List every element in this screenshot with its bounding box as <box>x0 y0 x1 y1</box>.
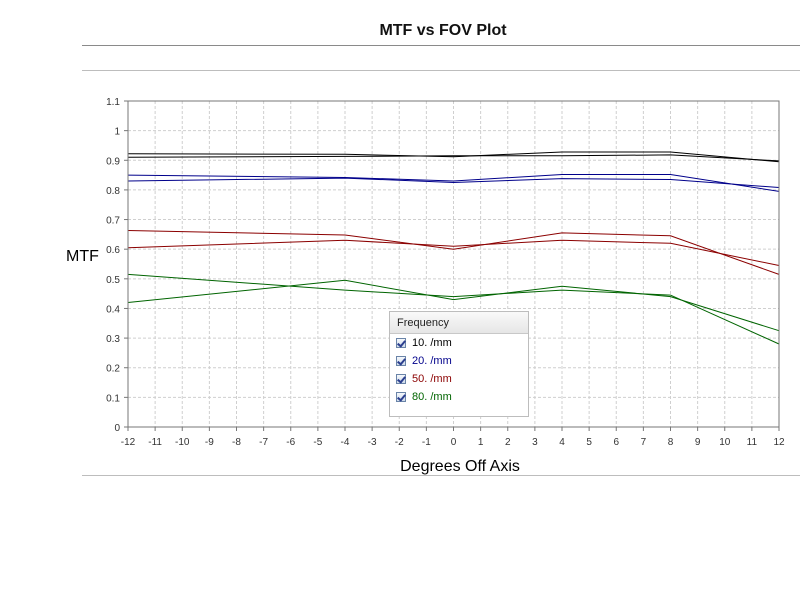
x-axis-label: Degrees Off Axis <box>400 458 520 475</box>
checkbox-50[interactable] <box>396 374 406 384</box>
legend-label-10: 10. /mm <box>412 337 452 349</box>
legend-item-10[interactable]: 10. /mm <box>390 334 528 352</box>
x-tick-label: 9 <box>695 437 701 448</box>
x-tick-label: 1 <box>478 437 484 448</box>
y-tick-label: 0.8 <box>106 186 120 197</box>
y-tick-label: 0.2 <box>106 364 120 375</box>
x-tick-label: -5 <box>313 437 322 448</box>
x-tick-label: -1 <box>422 437 431 448</box>
x-tick-label: -7 <box>259 437 268 448</box>
title-divider <box>82 45 800 46</box>
x-tick-label: 4 <box>559 437 565 448</box>
x-tick-label: -9 <box>205 437 214 448</box>
y-tick-label: 0 <box>114 423 120 434</box>
legend-label-80: 80. /mm <box>412 391 452 403</box>
y-tick-label: 1.1 <box>106 97 120 108</box>
legend-item-50[interactable]: 50. /mm <box>390 370 528 388</box>
series-line-80-mm <box>127 279 780 332</box>
bottom-divider <box>82 475 800 476</box>
y-tick-label: 0.9 <box>106 156 120 167</box>
series-line-20-mm <box>127 177 780 188</box>
x-tick-label: 10 <box>719 437 731 448</box>
x-tick-label: 5 <box>586 437 592 448</box>
plot-border <box>127 100 780 428</box>
series-line-50-mm <box>127 239 780 266</box>
y-tick-label: 0.6 <box>106 245 120 256</box>
x-tick-labels: -12 -11 -10 -9 -8 -7 -6 -5 -4 -3 -2 -1 0 1 2 3 4 5 6 7 8 9 10 1… <box>121 437 785 448</box>
series-line-10-mm <box>127 154 780 162</box>
y-tick-label: 0.5 <box>106 275 120 286</box>
legend-item-80[interactable]: 80. /mm <box>390 388 528 406</box>
y-tick-label: 0.4 <box>106 304 120 315</box>
legend-label-50: 50. /mm <box>412 373 452 385</box>
legend: Frequency 10. /mm 20. /mm 50. /mm 80. /m… <box>389 311 529 417</box>
chart-title: MTF vs FOV Plot <box>379 22 507 39</box>
series-line-20-mm <box>127 174 780 192</box>
checkbox-80[interactable] <box>396 392 406 402</box>
x-tick-label: 0 <box>451 437 457 448</box>
checkbox-20[interactable] <box>396 356 406 366</box>
x-tick-label: 2 <box>505 437 511 448</box>
y-tick-label: 0.3 <box>106 334 120 345</box>
legend-item-20[interactable]: 20. /mm <box>390 352 528 370</box>
x-tick-label: -8 <box>232 437 241 448</box>
legend-title: Frequency <box>390 312 528 334</box>
x-tick-label: -12 <box>121 437 136 448</box>
x-tick-label: 8 <box>668 437 674 448</box>
legend-label-20: 20. /mm <box>412 355 452 367</box>
series-line-10-mm <box>127 151 780 163</box>
x-tick-label: -3 <box>368 437 377 448</box>
x-tick-label: -4 <box>341 437 350 448</box>
checkbox-10[interactable] <box>396 338 406 348</box>
x-tick-label: 6 <box>613 437 619 448</box>
series-line-50-mm <box>127 230 780 275</box>
x-tick-label: 7 <box>641 437 647 448</box>
y-tick-labels: 0 0.1 0.2 0.3 0.4 0.5 0.6 0.7 0.8 0.9 1 1.1 <box>106 97 120 434</box>
series-group <box>127 151 780 345</box>
x-tick-label: 3 <box>532 437 538 448</box>
y-tick-label: 1 <box>114 127 120 138</box>
top-divider <box>82 70 800 71</box>
x-tick-label: -10 <box>175 437 190 448</box>
x-tick-label: -11 <box>148 437 162 448</box>
x-tick-label: -2 <box>395 437 404 448</box>
x-tick-label: 12 <box>773 437 785 448</box>
y-tick-label: 0.7 <box>106 216 120 227</box>
y-axis-label: MTF <box>66 248 99 265</box>
x-tick-label: -6 <box>286 437 295 448</box>
x-tick-label: 11 <box>747 437 758 448</box>
y-tick-label: 0.1 <box>106 393 120 404</box>
